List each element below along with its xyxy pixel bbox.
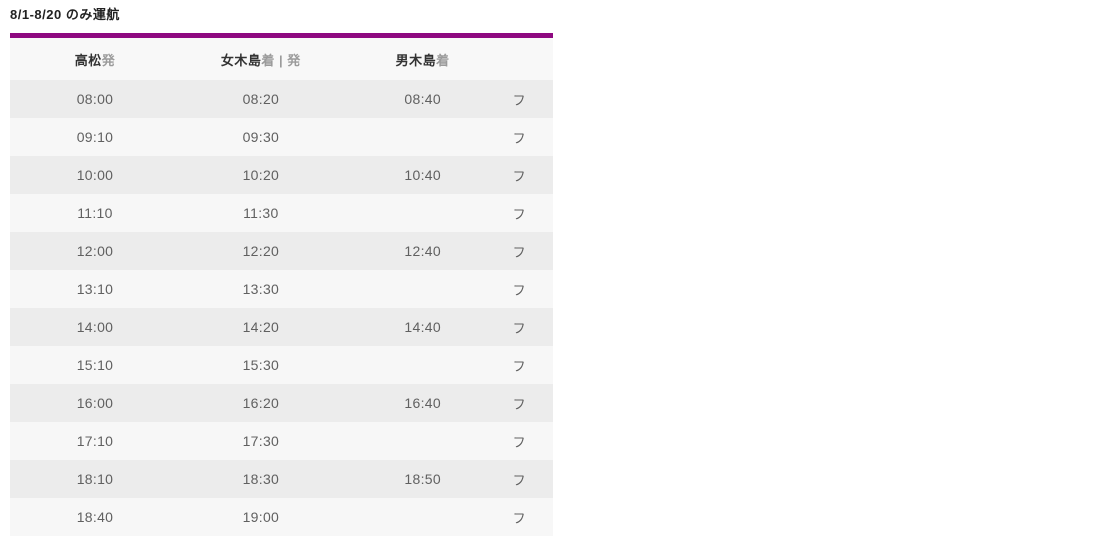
cell-takamatsu-departure: 18:40 xyxy=(10,498,180,536)
timetable-row: 11:10 11:30 フ xyxy=(10,194,553,232)
ferry-timetable-page: 8/1-8/20 のみ運航 高松発 女木島着 | 発 男木島着 08:00 08… xyxy=(10,6,553,536)
timetable-row: 08:00 08:20 08:40 フ xyxy=(10,80,553,118)
cell-megijima-arrival-departure: 19:00 xyxy=(179,498,342,536)
timetable-row: 13:10 13:30 フ xyxy=(10,270,553,308)
cell-ferry-note: フ xyxy=(503,156,553,194)
cell-ferry-note: フ xyxy=(503,422,553,460)
accent-bar xyxy=(10,33,553,38)
page-title: 8/1-8/20 のみ運航 xyxy=(10,7,120,22)
cell-ogijima-arrival xyxy=(341,498,504,536)
station-name: 男木島 xyxy=(395,52,437,68)
col-header-note xyxy=(503,38,553,80)
cell-ferry-note: フ xyxy=(503,308,553,346)
cell-ferry-note: フ xyxy=(503,80,553,118)
cell-ferry-note: フ xyxy=(503,194,553,232)
timetable-body: 08:00 08:20 08:40 フ 09:10 09:30 フ 10:00 … xyxy=(10,80,553,536)
cell-megijima-arrival-departure: 14:20 xyxy=(179,308,342,346)
timetable-row: 12:00 12:20 12:40 フ xyxy=(10,232,553,270)
cell-ogijima-arrival xyxy=(341,346,504,384)
station-suffix: 着 xyxy=(436,52,450,68)
cell-ogijima-arrival: 16:40 xyxy=(341,384,504,422)
col-header-ogijima-arrival: 男木島着 xyxy=(341,38,504,80)
cell-ferry-note: フ xyxy=(503,232,553,270)
col-header-takamatsu-departure: 高松発 xyxy=(10,38,180,80)
station-name: 女木島 xyxy=(220,52,262,68)
cell-takamatsu-departure: 16:00 xyxy=(10,384,180,422)
timetable-row: 17:10 17:30 フ xyxy=(10,422,553,460)
cell-takamatsu-departure: 09:10 xyxy=(10,118,180,156)
cell-ogijima-arrival: 12:40 xyxy=(341,232,504,270)
cell-takamatsu-departure: 14:00 xyxy=(10,308,180,346)
cell-megijima-arrival-departure: 12:20 xyxy=(179,232,342,270)
cell-ferry-note: フ xyxy=(503,498,553,536)
station-name: 高松 xyxy=(74,52,102,68)
cell-megijima-arrival-departure: 10:20 xyxy=(179,156,342,194)
cell-ogijima-arrival: 18:50 xyxy=(341,460,504,498)
cell-ferry-note: フ xyxy=(503,270,553,308)
cell-takamatsu-departure: 17:10 xyxy=(10,422,180,460)
cell-ferry-note: フ xyxy=(503,346,553,384)
cell-takamatsu-departure: 12:00 xyxy=(10,232,180,270)
cell-megijima-arrival-departure: 18:30 xyxy=(179,460,342,498)
cell-takamatsu-departure: 11:10 xyxy=(10,194,180,232)
cell-megijima-arrival-departure: 15:30 xyxy=(179,346,342,384)
cell-ferry-note: フ xyxy=(503,384,553,422)
cell-ogijima-arrival: 10:40 xyxy=(341,156,504,194)
cell-takamatsu-departure: 15:10 xyxy=(10,346,180,384)
timetable: 高松発 女木島着 | 発 男木島着 08:00 08:20 08:40 フ 09… xyxy=(10,33,553,536)
cell-ogijima-arrival: 14:40 xyxy=(341,308,504,346)
cell-ogijima-arrival: 08:40 xyxy=(341,80,504,118)
timetable-row: 15:10 15:30 フ xyxy=(10,346,553,384)
cell-takamatsu-departure: 13:10 xyxy=(10,270,180,308)
cell-megijima-arrival-departure: 13:30 xyxy=(179,270,342,308)
cell-ferry-note: フ xyxy=(503,460,553,498)
timetable-table: 高松発 女木島着 | 発 男木島着 08:00 08:20 08:40 フ 09… xyxy=(10,38,553,536)
station-suffix: 発 xyxy=(101,52,116,68)
cell-takamatsu-departure: 18:10 xyxy=(10,460,180,498)
timetable-row: 09:10 09:30 フ xyxy=(10,118,553,156)
cell-ogijima-arrival xyxy=(341,270,504,308)
header-row: 高松発 女木島着 | 発 男木島着 xyxy=(10,38,553,80)
cell-ferry-note: フ xyxy=(503,118,553,156)
cell-ogijima-arrival xyxy=(341,118,504,156)
cell-megijima-arrival-departure: 17:30 xyxy=(179,422,342,460)
station-suffix: 着 | 発 xyxy=(261,52,301,68)
timetable-row: 18:40 19:00 フ xyxy=(10,498,553,536)
cell-takamatsu-departure: 08:00 xyxy=(10,80,180,118)
timetable-row: 14:00 14:20 14:40 フ xyxy=(10,308,553,346)
cell-megijima-arrival-departure: 09:30 xyxy=(179,118,342,156)
cell-megijima-arrival-departure: 16:20 xyxy=(179,384,342,422)
cell-takamatsu-departure: 10:00 xyxy=(10,156,180,194)
cell-megijima-arrival-departure: 11:30 xyxy=(179,194,342,232)
cell-megijima-arrival-departure: 08:20 xyxy=(179,80,342,118)
timetable-row: 10:00 10:20 10:40 フ xyxy=(10,156,553,194)
timetable-row: 16:00 16:20 16:40 フ xyxy=(10,384,553,422)
timetable-row: 18:10 18:30 18:50 フ xyxy=(10,460,553,498)
col-header-megijima-arrival-departure: 女木島着 | 発 xyxy=(179,38,342,80)
cell-ogijima-arrival xyxy=(341,194,504,232)
cell-ogijima-arrival xyxy=(341,422,504,460)
